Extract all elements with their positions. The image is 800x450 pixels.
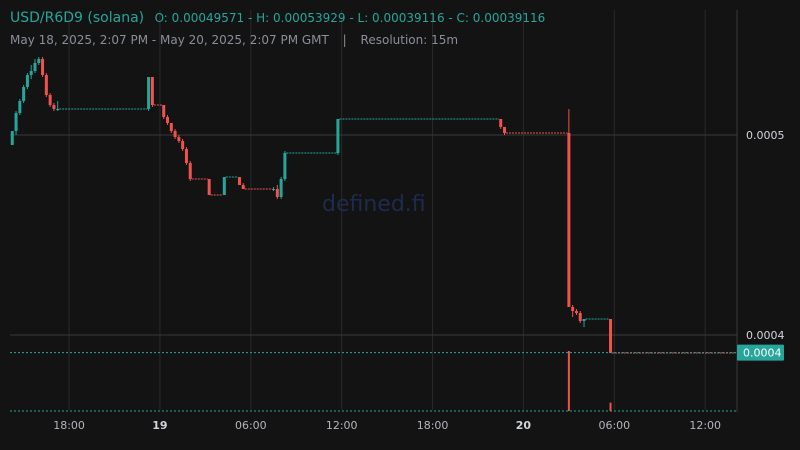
candle-body	[222, 177, 226, 195]
candle-body	[567, 133, 571, 307]
x-tick-label: 18:00	[53, 419, 85, 432]
candle-body	[52, 105, 56, 109]
symbol-title: USD/R6D9 (solana)	[10, 10, 145, 26]
candles	[10, 57, 736, 354]
x-axis: 18:00 19 06:00 12:00 18:00 20 06:00 12:00	[53, 419, 721, 432]
x-tick-label: 12:00	[689, 419, 721, 432]
candle-body	[574, 311, 578, 313]
candle-body	[181, 141, 185, 149]
x-tick-label: 18:00	[417, 419, 449, 432]
candle-body	[279, 179, 283, 197]
candle-body	[272, 189, 276, 190]
y-tick-label: 0.0005	[746, 129, 785, 142]
candle-body	[503, 127, 507, 133]
candle-body	[578, 313, 582, 321]
candle-body	[14, 113, 18, 131]
candle-body	[275, 189, 279, 197]
last-price-label: 0.0004	[743, 347, 782, 360]
grid-lines	[10, 10, 738, 412]
chart-header: USD/R6D9 (solana) O: 0.00049571 - H: 0.0…	[10, 10, 545, 26]
ohlc-readout: O: 0.00049571 - H: 0.00053929 - L: 0.000…	[154, 11, 546, 25]
candle-body	[162, 105, 166, 117]
candle-body	[188, 163, 192, 179]
candle-body	[609, 319, 613, 353]
candle-body	[147, 77, 151, 109]
candle-body	[41, 59, 45, 75]
watermark: defined.fi	[322, 192, 426, 217]
candle-body	[237, 177, 241, 185]
last-price-badge	[737, 344, 784, 361]
volume-bar	[567, 351, 570, 411]
candle-body	[10, 131, 14, 145]
candle-body	[184, 149, 188, 163]
volume-bar	[609, 402, 612, 411]
volume-bars	[10, 351, 737, 412]
candle-body	[166, 117, 170, 123]
x-tick-label: 12:00	[326, 419, 358, 432]
chart-subheader: May 18, 2025, 2:07 PM - May 20, 2025, 2:…	[10, 33, 458, 47]
candle-body	[582, 319, 586, 321]
separator: |	[342, 33, 347, 47]
candle-body	[336, 119, 340, 153]
y-tick-label: 0.0004	[746, 329, 785, 342]
date-range: May 18, 2025, 2:07 PM - May 20, 2025, 2:…	[10, 33, 329, 47]
candle-body	[150, 77, 154, 105]
candle-body	[18, 101, 22, 113]
candle-body	[207, 179, 211, 195]
candle-body	[48, 95, 52, 105]
candle-body	[499, 119, 503, 127]
last-price-line: 0.0004	[10, 344, 784, 361]
candle-body	[22, 87, 26, 101]
candle-body	[33, 63, 37, 71]
candle-body	[283, 153, 287, 179]
candle-body	[56, 109, 60, 110]
candle-body	[241, 185, 245, 189]
x-tick-label: 19	[152, 419, 167, 432]
candle-body	[37, 59, 41, 63]
candle-body	[25, 75, 29, 87]
x-tick-label: 20	[516, 419, 532, 432]
x-tick-label: 06:00	[598, 419, 630, 432]
candle-body	[169, 123, 173, 131]
candle-body	[177, 137, 181, 141]
y-axis: 0.0005 0.0004	[746, 129, 785, 342]
candle-body	[173, 131, 177, 137]
candle-body	[29, 71, 33, 75]
candle-body	[571, 307, 575, 311]
x-tick-label: 06:00	[235, 419, 267, 432]
resolution-label: Resolution: 15m	[360, 33, 459, 47]
candle-body	[44, 75, 48, 95]
